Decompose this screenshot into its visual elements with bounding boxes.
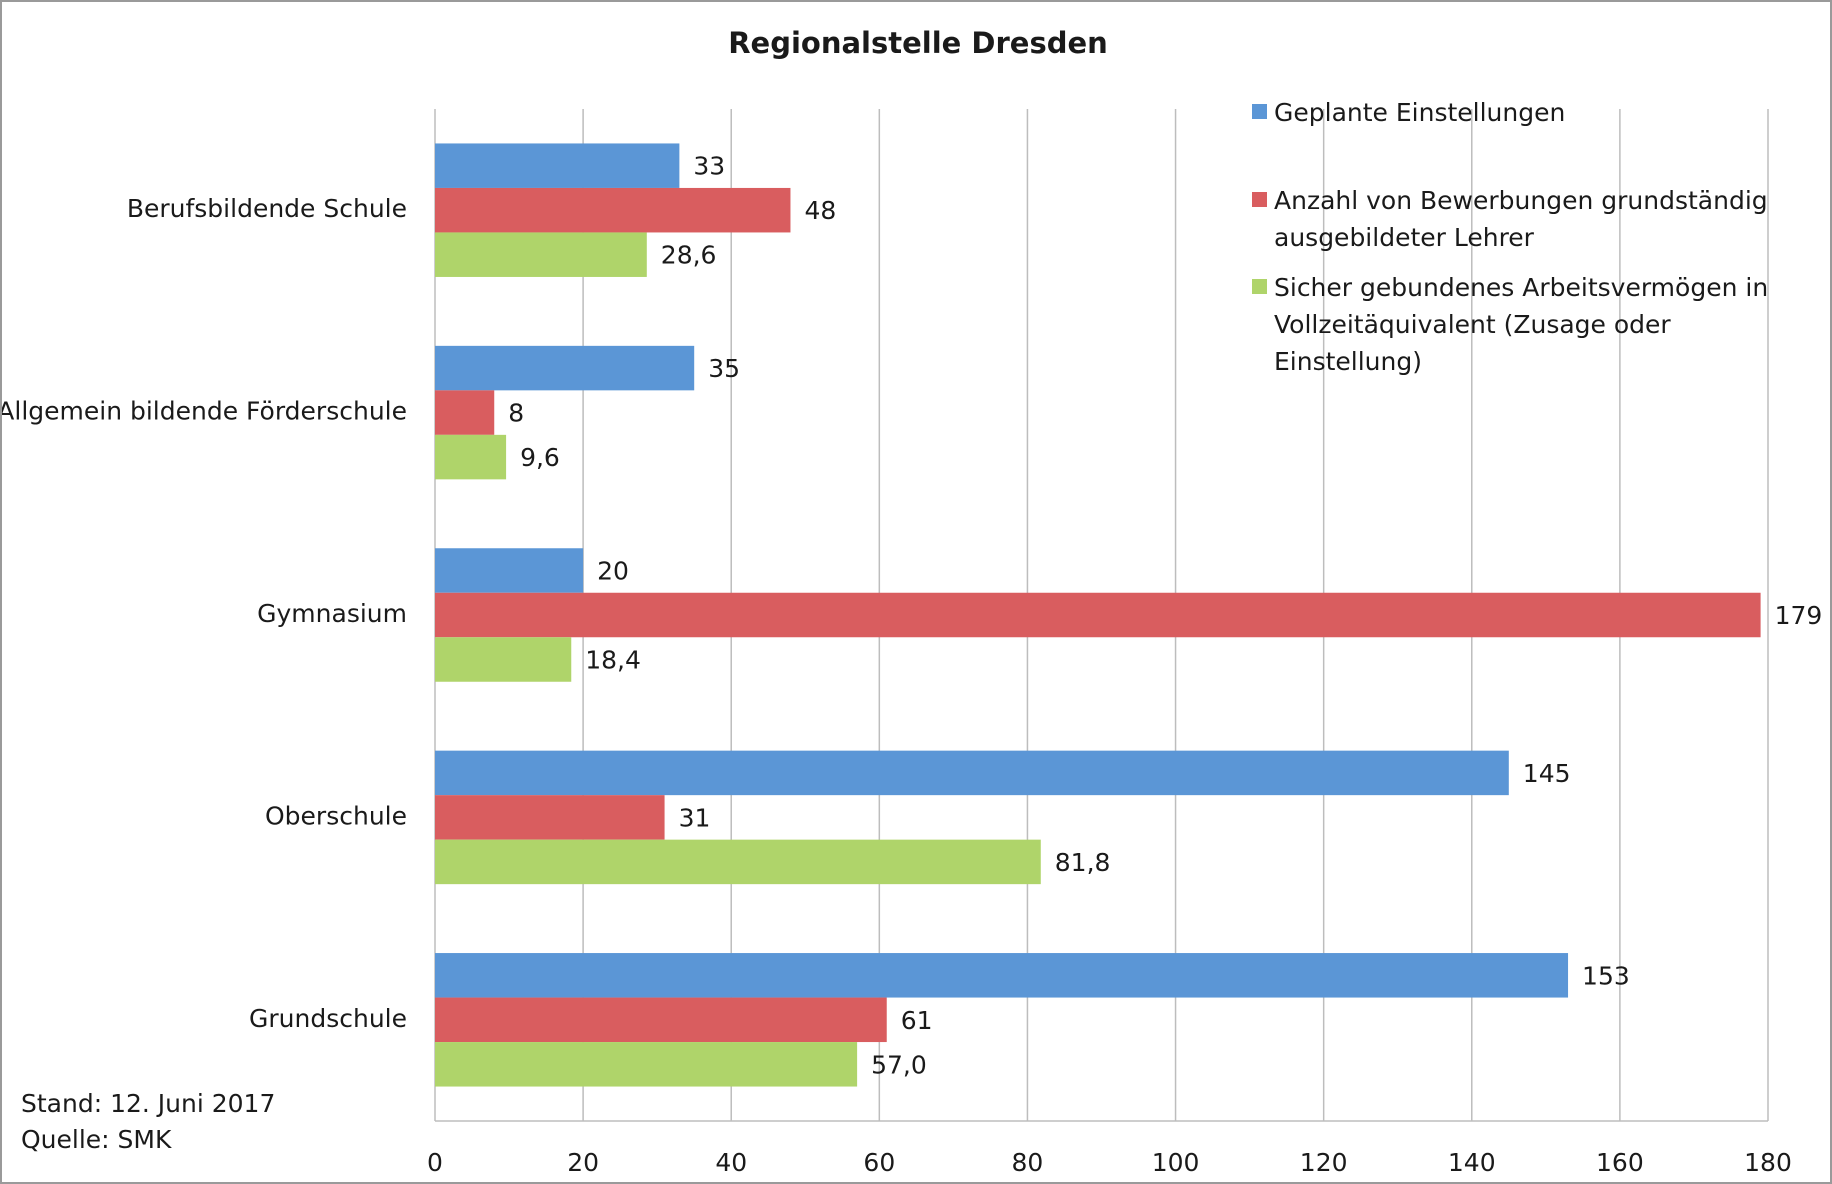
annotation: Quelle: SMK bbox=[21, 1125, 172, 1154]
value-label: 33 bbox=[693, 152, 725, 181]
y-tick-label: Allgemein bildende Förderschule bbox=[2, 397, 407, 426]
bar bbox=[435, 232, 647, 277]
bar bbox=[435, 345, 695, 391]
bar bbox=[435, 187, 791, 233]
bar bbox=[435, 548, 584, 593]
value-label: 31 bbox=[679, 803, 711, 832]
y-tick-label: Berufsbildende Schule bbox=[127, 194, 407, 223]
bar bbox=[435, 390, 495, 435]
x-tick-label: 60 bbox=[863, 1148, 895, 1177]
value-label: 35 bbox=[708, 354, 740, 383]
chart-title: Regionalstelle Dresden bbox=[728, 26, 1108, 60]
value-label: 28,6 bbox=[661, 241, 717, 270]
x-tick-label: 20 bbox=[567, 1148, 599, 1177]
bar bbox=[435, 1042, 858, 1087]
y-tick-label: Oberschule bbox=[265, 801, 407, 830]
legend-item: Sicher gebundenes Arbeitsvermögen in Vol… bbox=[1252, 269, 1812, 380]
legend-label: Geplante Einstellungen bbox=[1274, 98, 1566, 127]
legend-item: Anzahl von Bewerbungen grundständig ausg… bbox=[1252, 182, 1812, 256]
bar bbox=[435, 750, 1509, 796]
x-tick-label: 140 bbox=[1448, 1148, 1496, 1177]
x-tick-label: 180 bbox=[1744, 1148, 1792, 1177]
value-label: 81,8 bbox=[1055, 848, 1111, 877]
y-tick-label: Gymnasium bbox=[257, 599, 407, 628]
bar bbox=[435, 953, 1569, 998]
x-tick-label: 100 bbox=[1152, 1148, 1200, 1177]
value-label: 179 bbox=[1775, 601, 1823, 630]
value-label: 20 bbox=[597, 557, 629, 586]
bar bbox=[435, 795, 665, 840]
value-label: 8 bbox=[508, 399, 524, 428]
bar bbox=[435, 637, 572, 682]
bar bbox=[435, 839, 1041, 885]
legend-item: Geplante Einstellungen bbox=[1252, 94, 1812, 131]
x-tick-label: 0 bbox=[427, 1148, 443, 1177]
legend-swatch bbox=[1252, 279, 1267, 294]
bar bbox=[435, 434, 507, 480]
x-tick-label: 120 bbox=[1300, 1148, 1348, 1177]
y-tick-label: Grundschule bbox=[249, 1004, 407, 1033]
value-label: 48 bbox=[804, 196, 836, 225]
bar bbox=[435, 592, 1761, 638]
x-tick-label: 40 bbox=[715, 1148, 747, 1177]
x-tick-label: 80 bbox=[1012, 1148, 1044, 1177]
value-label: 57,0 bbox=[871, 1050, 927, 1079]
value-label: 145 bbox=[1523, 759, 1571, 788]
legend-label: Sicher gebundenes Arbeitsvermögen in Vol… bbox=[1274, 273, 1769, 376]
annotation: Stand: 12. Juni 2017 bbox=[21, 1089, 275, 1118]
value-label: 61 bbox=[901, 1006, 933, 1035]
bar bbox=[435, 997, 887, 1043]
value-label: 18,4 bbox=[585, 646, 641, 675]
legend-swatch bbox=[1252, 104, 1267, 119]
legend-label: Anzahl von Bewerbungen grundständig ausg… bbox=[1274, 186, 1768, 252]
x-tick-label: 160 bbox=[1596, 1148, 1644, 1177]
bar bbox=[435, 143, 680, 188]
legend-swatch bbox=[1252, 192, 1267, 207]
value-label: 9,6 bbox=[520, 443, 560, 472]
value-label: 153 bbox=[1582, 961, 1630, 990]
